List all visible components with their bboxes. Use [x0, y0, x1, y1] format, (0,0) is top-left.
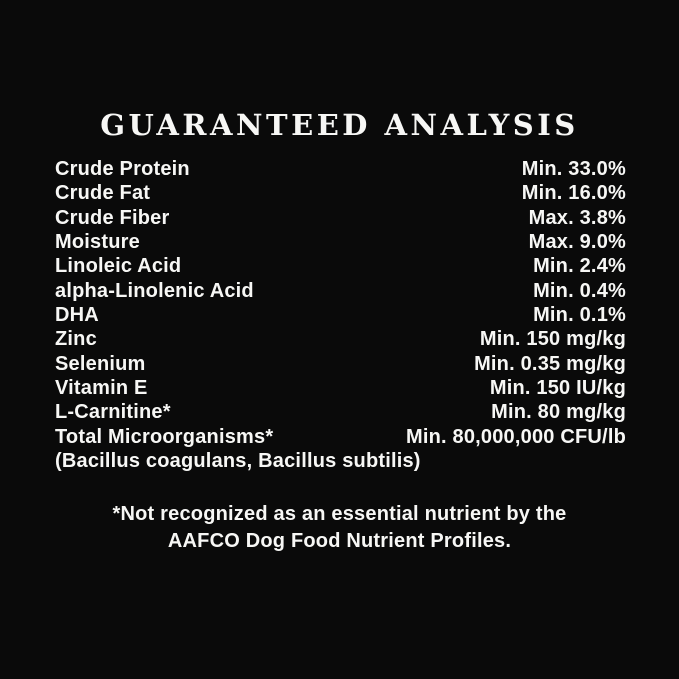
nutrient-label: Linoleic Acid: [55, 255, 182, 278]
nutrient-value: Max. 9.0%: [528, 231, 626, 254]
nutrient-label: (Bacillus coagulans, Bacillus subtilis): [55, 450, 421, 473]
analysis-row-species-note: (Bacillus coagulans, Bacillus subtilis): [55, 449, 626, 473]
aafco-footnote: *Not recognized as an essential nutrient…: [0, 501, 679, 555]
analysis-row: Selenium Min. 0.35 mg/kg: [55, 352, 626, 376]
analysis-table: Crude Protein Min. 33.0% Crude Fat Min. …: [55, 157, 626, 473]
nutrient-value: Min. 16.0%: [521, 182, 626, 205]
analysis-row: Crude Fiber Max. 3.8%: [55, 206, 626, 230]
analysis-row: Zinc Min. 150 mg/kg: [55, 327, 626, 351]
nutrient-value: Max. 3.8%: [528, 206, 626, 229]
nutrient-value: Min. 2.4%: [533, 255, 626, 278]
nutrient-label: Zinc: [55, 328, 97, 351]
nutrient-value: Min. 150 IU/kg: [489, 377, 626, 400]
nutrient-label: Crude Fiber: [55, 206, 170, 229]
analysis-row: Moisture Max. 9.0%: [55, 230, 626, 254]
nutrient-value: Min. 33.0%: [521, 158, 626, 180]
analysis-row: Vitamin E Min. 150 IU/kg: [55, 376, 626, 400]
nutrient-value: Min. 150 mg/kg: [479, 328, 626, 351]
nutrient-label: Selenium: [55, 352, 146, 375]
nutrient-label: alpha-Linolenic Acid: [55, 279, 254, 302]
nutrient-label: L-Carnitine*: [55, 401, 171, 424]
nutrient-label: DHA: [55, 304, 99, 327]
nutrient-value: Min. 0.1%: [533, 304, 626, 327]
analysis-row: Crude Fat Min. 16.0%: [55, 181, 626, 205]
nutrient-label: Crude Protein: [55, 158, 190, 180]
footnote-line-1: *Not recognized as an essential nutrient…: [112, 503, 567, 525]
nutrient-label: Moisture: [55, 231, 140, 254]
analysis-row: alpha-Linolenic Acid Min. 0.4%: [55, 279, 626, 303]
nutrient-label: Total Microorganisms*: [55, 425, 274, 448]
nutrient-value: Min. 80 mg/kg: [491, 401, 626, 424]
page-title: GUARANTEED ANALYSIS: [100, 108, 579, 142]
nutrient-value: Min. 0.4%: [533, 279, 626, 302]
nutrient-value: Min. 80,000,000 CFU/lb: [405, 425, 626, 448]
nutrient-label: Vitamin E: [55, 377, 148, 400]
nutrient-value: Min. 0.35 mg/kg: [474, 352, 626, 375]
analysis-row: L-Carnitine* Min. 80 mg/kg: [55, 400, 626, 424]
analysis-row: Total Microorganisms* Min. 80,000,000 CF…: [55, 425, 626, 449]
nutrient-label: Crude Fat: [55, 182, 151, 205]
analysis-row: Linoleic Acid Min. 2.4%: [55, 254, 626, 278]
footnote-line-2: AAFCO Dog Food Nutrient Profiles.: [167, 530, 512, 552]
analysis-row: DHA Min. 0.1%: [55, 303, 626, 327]
analysis-row: Crude Protein Min. 33.0%: [55, 157, 626, 181]
